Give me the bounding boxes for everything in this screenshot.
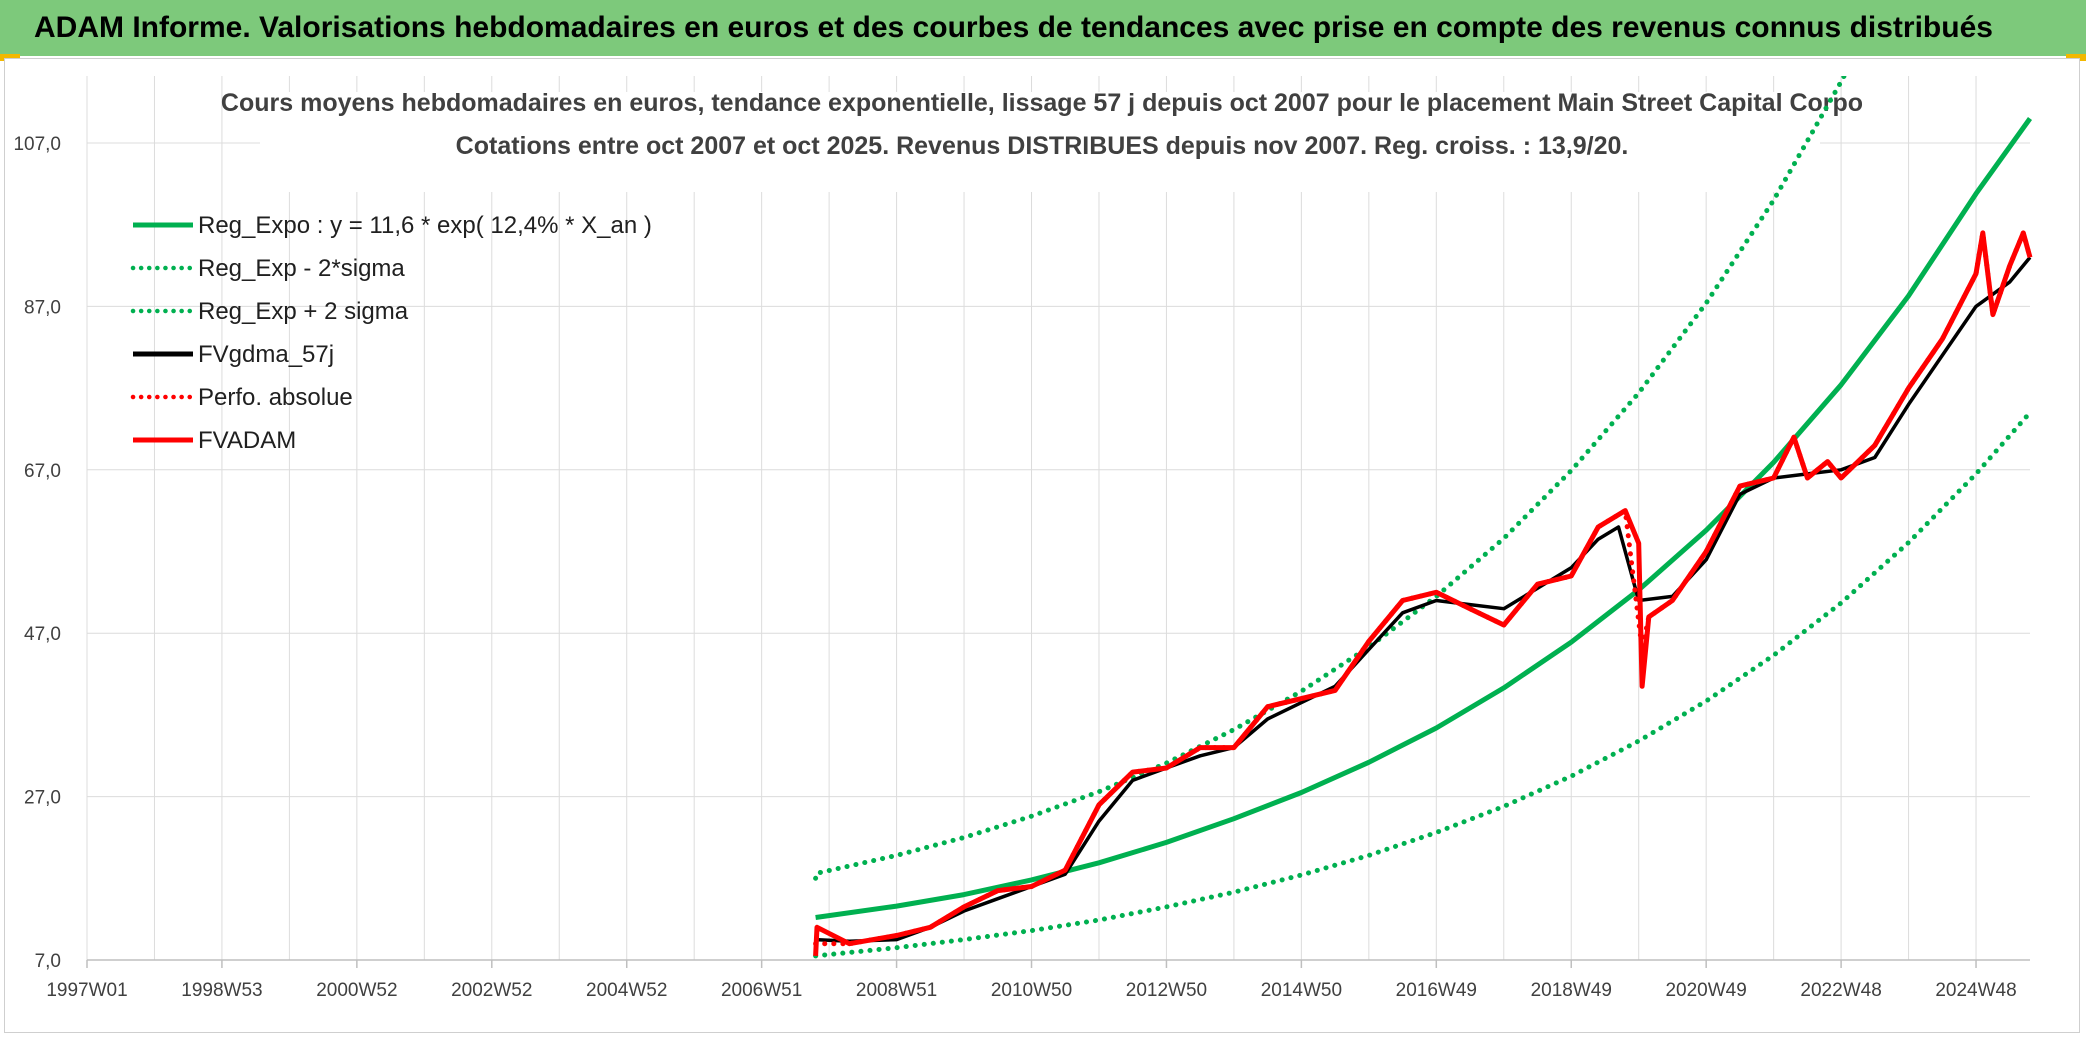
y-tick-label: 47,0 bbox=[24, 624, 61, 645]
chart-series bbox=[813, 76, 2033, 959]
legend-label: Reg_Exp + 2 sigma bbox=[198, 298, 409, 325]
legend-label: FVgdma_57j bbox=[198, 341, 334, 368]
chart-subtitle: Cotations entre oct 2007 et oct 2025. Re… bbox=[456, 132, 1629, 160]
x-tick-label: 2002W52 bbox=[451, 980, 532, 1001]
y-tick-label: 27,0 bbox=[24, 788, 61, 809]
x-tick-label: 2006W51 bbox=[721, 980, 802, 1001]
series-line-reg-exp-2-sigma bbox=[813, 410, 2033, 959]
banner-corner-right bbox=[2066, 54, 2086, 61]
chart-ticks: 7,0 27,0 47,0 67,0 87,0 107,0 1997W01 1998W53 20… bbox=[13, 134, 2030, 1001]
report-banner-title: ADAM Informe. Valorisations hebdomadaire… bbox=[0, 0, 2086, 56]
title-background bbox=[260, 92, 1820, 192]
series-line-fvadam bbox=[813, 230, 2033, 957]
x-tick-label: 2020W49 bbox=[1665, 980, 1746, 1001]
x-tick-label: 2018W49 bbox=[1531, 980, 1612, 1001]
x-tick-label: 2012W50 bbox=[1126, 980, 1207, 1001]
x-tick-label: 2022W48 bbox=[1800, 980, 1881, 1001]
chart-frame: 7,0 27,0 47,0 67,0 87,0 107,0 1997W01 1998W53 20… bbox=[4, 58, 2080, 1033]
legend-label: FVADAM bbox=[198, 427, 296, 454]
x-tick-label: 2000W52 bbox=[316, 980, 397, 1001]
x-tick-label: 2010W50 bbox=[991, 980, 1072, 1001]
x-tick-label: 2014W50 bbox=[1261, 980, 1342, 1001]
chart-title: Cours moyens hebdomadaires en euros, ten… bbox=[221, 89, 1863, 117]
x-tick-label: 2024W48 bbox=[1935, 980, 2016, 1001]
legend-label: Reg_Exp - 2*sigma bbox=[198, 255, 405, 282]
y-tick-label: 87,0 bbox=[24, 297, 61, 318]
y-tick-label: 67,0 bbox=[24, 461, 61, 482]
x-tick-label: 2016W49 bbox=[1396, 980, 1477, 1001]
x-tick-label: 1997W01 bbox=[46, 980, 127, 1001]
series-line-reg-expo bbox=[815, 117, 2033, 920]
legend-label: Reg_Expo : y = 11,6 * exp( 12,4% * X_an … bbox=[198, 212, 652, 239]
x-tick-label: 2004W52 bbox=[586, 980, 667, 1001]
chart-legend: Reg_Expo : y = 11,6 * exp( 12,4% * X_an … bbox=[130, 212, 652, 454]
banner-corner-left bbox=[0, 54, 20, 61]
y-tick-label: 107,0 bbox=[13, 134, 61, 155]
series-line-reg-exp-2-sigma bbox=[813, 76, 1847, 881]
chart-grid bbox=[86, 76, 2030, 961]
legend-label: Perfo. absolue bbox=[198, 384, 353, 411]
y-tick-label: 7,0 bbox=[35, 951, 61, 972]
x-tick-label: 2008W51 bbox=[856, 980, 937, 1001]
x-tick-label: 1998W53 bbox=[181, 980, 262, 1001]
line-chart: 7,0 27,0 47,0 67,0 87,0 107,0 1997W01 1998W53 20… bbox=[13, 76, 2033, 1001]
